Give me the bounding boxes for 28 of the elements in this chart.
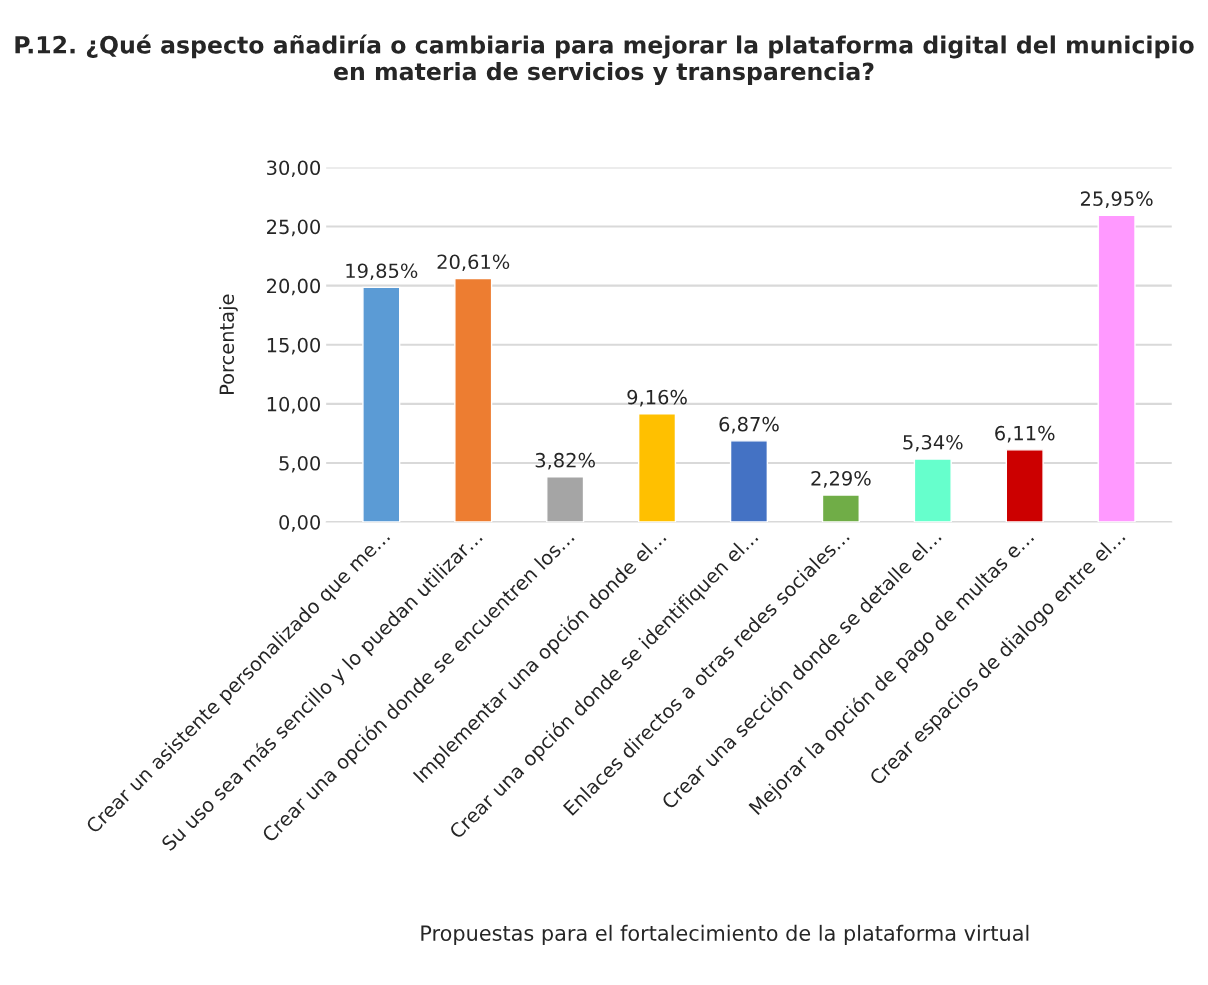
bar <box>1097 214 1136 523</box>
y-tick-label: 5,00 <box>279 455 321 473</box>
bar <box>821 494 860 523</box>
chart-title: P.12. ¿Qué aspecto añadiría o cambiaria para mejorar la plataforma digital del municipio en materia de servicios y transparencia? <box>15 34 1194 86</box>
y-tick-label: 20,00 <box>267 278 321 296</box>
bar <box>546 476 585 523</box>
y-tick-label: 30,00 <box>267 160 321 178</box>
data-label: 20,61% <box>437 254 510 272</box>
y-axis-title: Porcentaje <box>219 294 238 395</box>
x-axis-title: Propuestas para el fortalecimiento de la plataforma virtual <box>421 924 1029 946</box>
data-label: 19,85% <box>346 263 418 281</box>
bar <box>362 286 401 523</box>
data-label: 6,87% <box>719 416 779 434</box>
y-tick-label: 15,00 <box>267 337 321 355</box>
data-label: 6,11% <box>995 425 1055 443</box>
data-label: 25,95% <box>1080 191 1153 208</box>
data-label: 3,82% <box>535 452 595 470</box>
bar <box>729 440 769 523</box>
data-label: 2,29% <box>811 470 871 488</box>
bar <box>913 458 952 523</box>
data-label: 5,34% <box>903 434 963 452</box>
bar <box>1005 449 1044 523</box>
y-tick-label: 10,00 <box>267 396 321 414</box>
y-tick-label: 0,00 <box>279 515 321 532</box>
data-label: 9,16% <box>627 389 687 407</box>
y-tick-label: 25,00 <box>267 219 321 237</box>
bar <box>454 277 493 523</box>
bar <box>637 413 677 523</box>
